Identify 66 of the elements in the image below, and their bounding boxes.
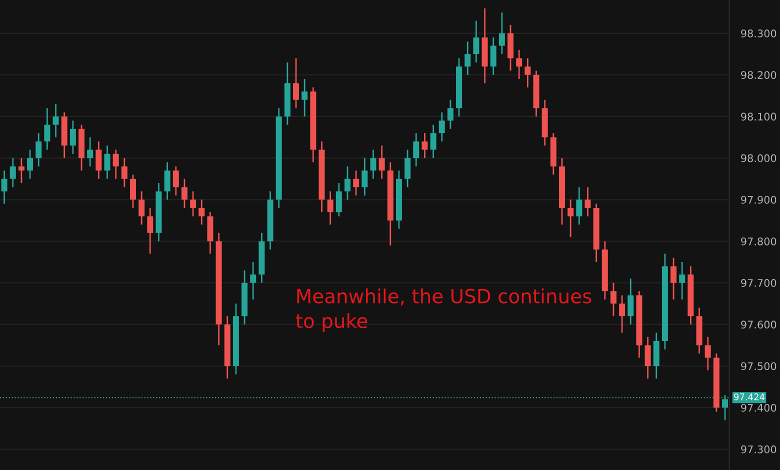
y-tick-label: 98.200 (741, 71, 776, 79)
y-tick-label: 98.100 (741, 112, 776, 121)
candlestick (27, 149, 34, 180)
candlestick (362, 157, 368, 196)
annotation: Meanwhile, the USD continues to puke (296, 288, 592, 332)
candlestick (670, 257, 677, 300)
y-tick-label: 97.600 (741, 320, 776, 329)
candlestick (104, 144, 110, 180)
y-tick-label: 98.000 (741, 154, 776, 162)
candlestick (130, 174, 136, 209)
candlestick (293, 58, 300, 109)
candlestick (18, 157, 24, 184)
candlestick (438, 112, 445, 142)
candlestick (336, 182, 342, 217)
y-tick-label: 98.300 (741, 30, 776, 38)
candlestick (422, 132, 428, 159)
candlestick (378, 144, 385, 180)
candlestick (164, 162, 170, 200)
candlestick (10, 157, 16, 188)
candlestick (147, 207, 154, 254)
candlestick (576, 186, 582, 226)
candlestick (44, 107, 50, 150)
candlestick (644, 336, 651, 380)
candlestick (121, 157, 128, 188)
candlestick (70, 120, 76, 155)
candlestick (628, 278, 634, 326)
candlestick (473, 20, 480, 64)
candlestick (516, 49, 522, 80)
candlestick (584, 186, 591, 217)
y-tick-label: 97.500 (741, 362, 776, 370)
candlestick (198, 198, 205, 226)
y-tick-label: 97.300 (741, 445, 776, 454)
candlestick (498, 12, 505, 55)
candlestick (353, 170, 360, 196)
candlestick (190, 190, 196, 217)
candlestick (490, 36, 496, 76)
candlestick (619, 294, 626, 334)
candlestick (370, 149, 376, 180)
candlestick (181, 178, 188, 209)
candlestick (112, 149, 119, 180)
candlestick (138, 190, 145, 226)
candlestick (250, 261, 256, 300)
candlestick (1, 170, 8, 204)
candlestick (430, 124, 436, 159)
y-tick-label: 97.400 (741, 404, 776, 412)
candlestick (327, 190, 334, 226)
candlestick (36, 132, 42, 168)
y-tick-label: 97.800 (741, 237, 776, 246)
candlestick (610, 282, 616, 317)
y-tick-label: 97.900 (741, 196, 776, 204)
candlestick (344, 166, 350, 200)
candlestick (87, 136, 94, 168)
candlestick (524, 58, 531, 88)
candlestick (52, 103, 59, 138)
candlestick (172, 166, 179, 196)
candlestick (464, 40, 471, 76)
candlestick (447, 99, 454, 130)
candlestick (413, 132, 420, 168)
candlestick (96, 140, 102, 180)
y-tick-label: 97.700 (741, 279, 776, 287)
ref-line-label: 97.424 (734, 393, 765, 400)
candlestick (404, 149, 411, 188)
candlestick (679, 261, 686, 300)
candlestick (568, 198, 574, 238)
candlestick (704, 336, 711, 371)
candlestick (302, 78, 308, 118)
